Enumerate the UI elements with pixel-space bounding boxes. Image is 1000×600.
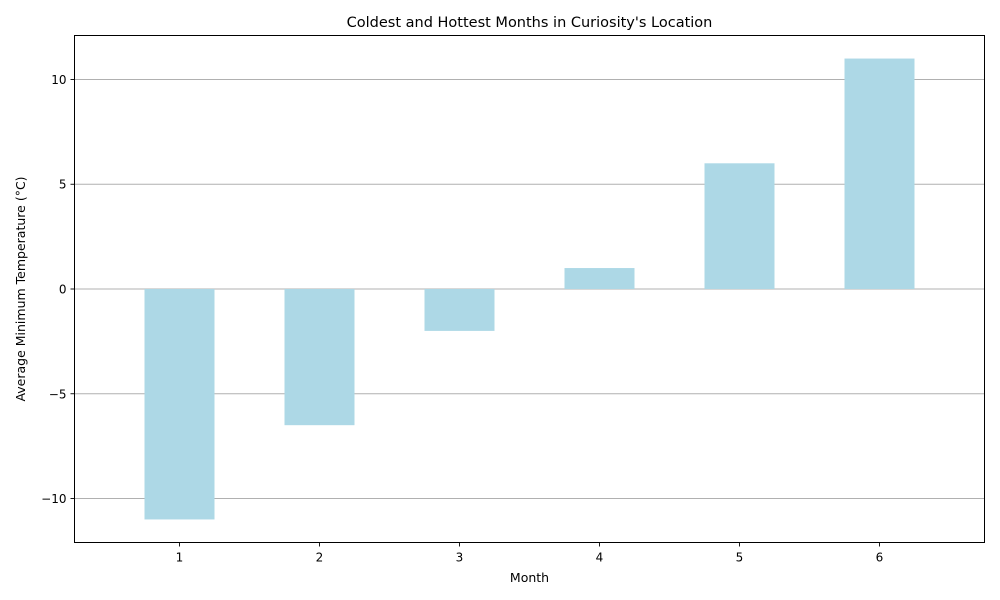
bar-month-1 (144, 289, 215, 520)
y-tick-label: 5 (59, 178, 67, 192)
y-axis-ticks: −10 −5 0 5 10 (41, 73, 75, 506)
bar-month-3 (424, 289, 495, 331)
chart-title: Coldest and Hottest Months in Curiosity'… (347, 15, 713, 31)
y-tick-label: −5 (49, 387, 67, 401)
x-tick-label: 5 (736, 551, 744, 565)
x-tick-label: 4 (596, 551, 604, 565)
x-axis-ticks: 1 2 3 4 5 6 (176, 542, 884, 565)
bar-month-4 (564, 268, 635, 289)
x-tick-label: 2 (316, 551, 324, 565)
y-tick-label: 10 (51, 73, 66, 87)
x-tick-label: 3 (456, 551, 464, 565)
y-tick-label: −10 (41, 492, 66, 506)
x-axis-label: Month (510, 570, 549, 585)
y-axis-label: Average Minimum Temperature (°C) (13, 176, 28, 401)
x-tick-label: 1 (176, 551, 184, 565)
x-tick-label: 6 (876, 551, 884, 565)
y-gridlines (74, 79, 985, 499)
bar-month-5 (704, 163, 775, 289)
y-tick-label: 0 (59, 283, 67, 297)
bars (144, 58, 915, 520)
bar-month-2 (284, 289, 355, 426)
bar-month-6 (844, 58, 915, 289)
